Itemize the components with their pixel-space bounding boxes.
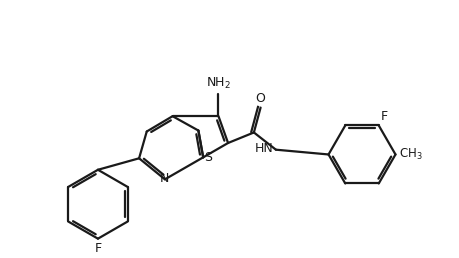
Text: S: S — [204, 151, 212, 164]
Text: F: F — [95, 243, 101, 255]
Text: CH$_3$: CH$_3$ — [399, 147, 423, 162]
Text: NH$_2$: NH$_2$ — [206, 76, 231, 91]
Text: F: F — [381, 110, 388, 123]
Text: HN: HN — [255, 142, 274, 155]
Text: N: N — [160, 172, 170, 185]
Text: O: O — [256, 92, 266, 105]
